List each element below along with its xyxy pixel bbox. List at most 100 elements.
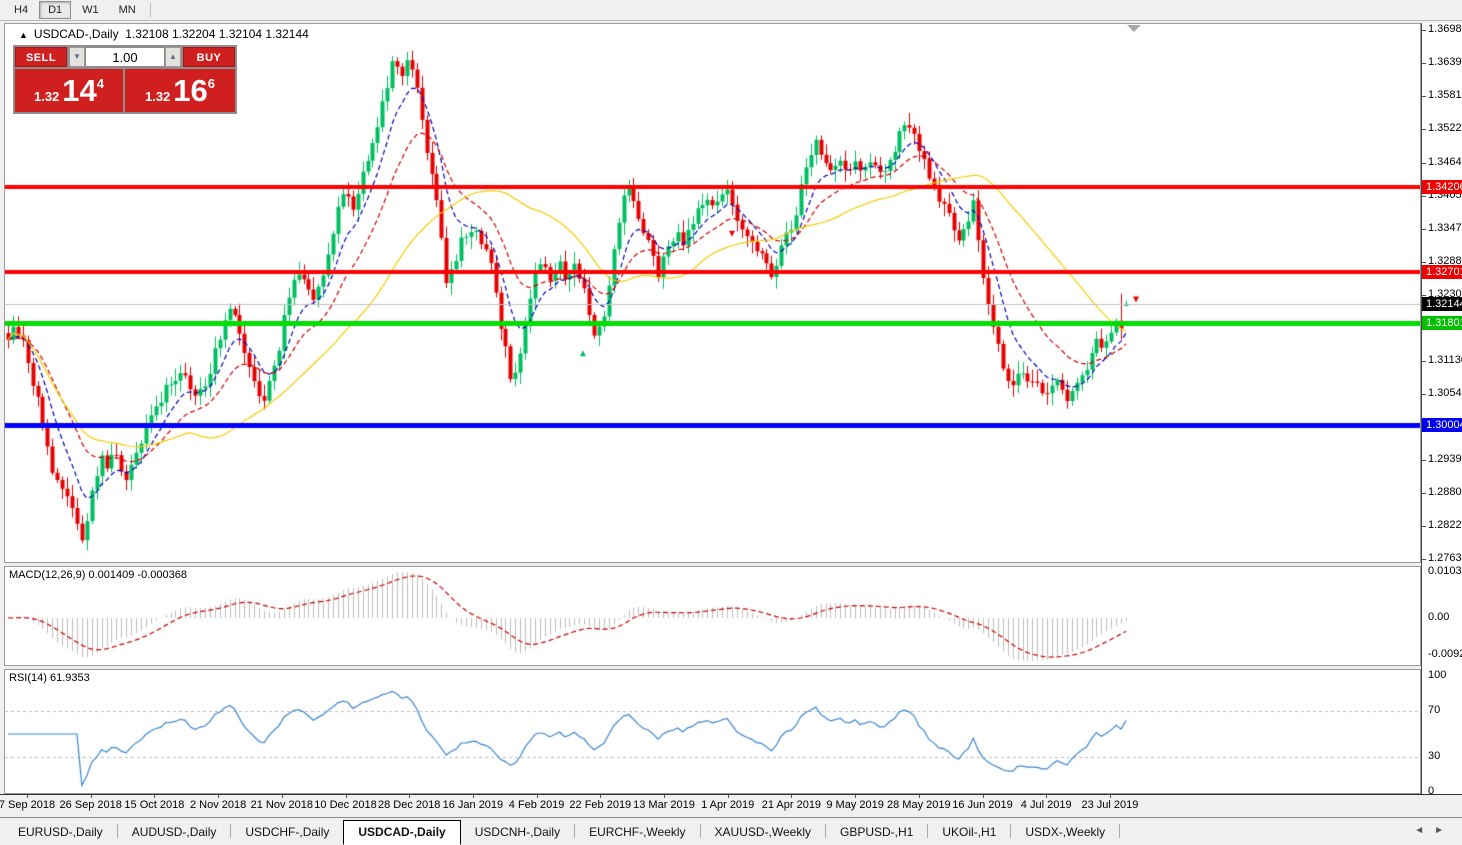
- buy-button[interactable]: BUY: [183, 47, 235, 67]
- date-tick: [982, 795, 984, 798]
- tab-eurchf[interactable]: EURCHF-,Weekly: [589, 825, 686, 839]
- tab-usdcad[interactable]: USDCAD-,Daily: [343, 820, 461, 845]
- date-label: 21 Nov 2018: [250, 799, 313, 811]
- buy-price-display[interactable]: 1.32 16 6: [125, 69, 235, 112]
- date-tick: [664, 795, 665, 798]
- timeframe-button-d1[interactable]: D1: [39, 1, 72, 19]
- volume-increase-button[interactable]: ▲: [165, 47, 181, 67]
- toolbar-divider: [149, 3, 151, 17]
- tab-scroll-arrows: ◄►: [1414, 825, 1454, 836]
- date-tick: [154, 795, 156, 798]
- date-label: 13 Mar 2019: [633, 799, 695, 811]
- sell-price-small: 1.32: [33, 89, 60, 104]
- rsi-canvas[interactable]: [5, 670, 1420, 793]
- date-tick: [791, 795, 793, 798]
- price-axis-tick: 1.36980: [1428, 23, 1462, 35]
- axis-tick-dash: [1422, 162, 1426, 164]
- date-tick: [281, 795, 283, 798]
- date-label: 16 Jan 2019: [442, 799, 504, 811]
- tab-scroll-right-icon[interactable]: ►: [1434, 825, 1454, 836]
- price-axis-tick: 1.35810: [1428, 89, 1462, 102]
- price-chart-panel: ▲ USDCAD-,Daily 1.32108 1.32204 1.32104 1…: [4, 23, 1421, 563]
- date-label: 23 Jul 2019: [1081, 799, 1139, 811]
- tab-divider: [230, 824, 232, 838]
- timeframe-toolbar: H4 D1 W1 MN: [0, 0, 1462, 21]
- timeframe-button-w1[interactable]: W1: [82, 4, 99, 16]
- volume-input[interactable]: [85, 47, 165, 67]
- tab-gbpusd[interactable]: GBPUSD-,H1: [840, 825, 914, 839]
- tab-eurusd[interactable]: EURUSD-,Daily: [18, 825, 103, 839]
- buy-price-big: 16: [173, 72, 208, 108]
- rsi-axis-tick: 70: [1428, 703, 1441, 716]
- tab-divider: [927, 824, 929, 838]
- symbol-label: USDCAD-,Daily: [33, 27, 119, 41]
- date-label: 28 Dec 2018: [377, 799, 441, 811]
- axis-separator: [0, 794, 1462, 795]
- date-label: 22 Feb 2019: [569, 799, 632, 811]
- axis-tick-dash: [1422, 261, 1426, 263]
- tab-usdx[interactable]: USDX-,Weekly: [1025, 825, 1106, 839]
- buy-price-sup: 6: [207, 76, 216, 91]
- date-tick: [472, 795, 474, 798]
- rsi-label: RSI(14) 61.9353: [9, 672, 90, 684]
- chevron-up-icon: ▲: [169, 52, 177, 61]
- price-chart-canvas[interactable]: [5, 24, 1420, 562]
- price-badge-130004: 1.30004: [1422, 418, 1462, 433]
- date-axis[interactable]: 7 Sep 2018 26 Sep 2018 15 Oct 2018 2 Nov 20…: [0, 795, 1421, 817]
- price-axis-tick: 1.31130: [1428, 354, 1462, 367]
- date-label: 2 Nov 2018: [189, 799, 247, 811]
- price-axis-tick: 1.36395: [1428, 56, 1462, 69]
- tab-xauusd[interactable]: XAUUSD-,Weekly: [714, 825, 811, 839]
- date-label: 15 Oct 2018: [124, 799, 185, 811]
- date-label: 10 Dec 2018: [314, 799, 377, 811]
- price-badge-132144: 1.32144: [1422, 296, 1462, 311]
- ohlc-values: 1.32108 1.32204 1.32104 1.32144: [125, 27, 309, 41]
- price-axis-tick: 1.29390: [1428, 452, 1462, 465]
- collapse-panel-icon[interactable]: ▲: [19, 30, 28, 40]
- axis-tick-dash: [1422, 559, 1426, 561]
- date-tick: [90, 795, 92, 798]
- chart-tab-bar: EURUSD-,Daily AUDUSD-,Daily USDCHF-,Daily U…: [0, 817, 1462, 845]
- axis-tick-dash: [1422, 129, 1426, 131]
- price-badge-132701: 1.32701: [1422, 265, 1462, 280]
- tab-audusd[interactable]: AUDUSD-,Daily: [131, 825, 217, 839]
- volume-decrease-button[interactable]: ▼: [69, 47, 85, 67]
- buy-price-small: 1.32: [144, 89, 171, 104]
- sell-price-sup: 4: [96, 76, 105, 91]
- price-axis-tick: 1.35225: [1428, 122, 1462, 135]
- sell-button[interactable]: SELL: [15, 47, 67, 67]
- date-tick: [409, 795, 411, 798]
- chart-shift-icon: [1127, 25, 1141, 32]
- price-axis-tick: 1.28805: [1428, 485, 1462, 498]
- axis-tick-dash: [1422, 228, 1426, 230]
- date-label: 1 Apr 2019: [701, 799, 755, 811]
- date-tick: [918, 795, 920, 798]
- date-label: 4 Jul 2019: [1020, 799, 1072, 811]
- tab-usdchf[interactable]: USDCHF-,Daily: [245, 825, 330, 839]
- tab-divider: [574, 824, 576, 838]
- tab-ukoil[interactable]: UKOil-,H1: [942, 825, 997, 839]
- date-tick: [27, 795, 28, 798]
- tab-scroll-left-icon[interactable]: ◄: [1414, 825, 1435, 836]
- price-axis-tick: 1.28220: [1428, 519, 1462, 532]
- date-label: 26 Sep 2018: [59, 799, 122, 811]
- macd-canvas[interactable]: [5, 567, 1420, 665]
- timeframe-button-mn[interactable]: MN: [118, 4, 136, 16]
- price-badge-131801: 1.31801: [1422, 316, 1462, 331]
- tab-divider: [825, 824, 826, 838]
- sell-price-display[interactable]: 1.32 14 4: [15, 69, 123, 112]
- date-label: 21 Apr 2019: [761, 799, 822, 811]
- price-axis[interactable]: 1.369801.363951.358101.352251.346401.340…: [1421, 23, 1462, 797]
- date-label: 16 Jun 2019: [952, 799, 1013, 811]
- sell-price-big: 14: [62, 72, 97, 108]
- chevron-down-icon: ▼: [73, 52, 81, 61]
- axis-tick-dash: [1422, 30, 1426, 31]
- tab-usdcnh[interactable]: USDCNH-,Daily: [474, 825, 561, 839]
- timeframe-button-h4[interactable]: H4: [14, 4, 29, 16]
- date-label: 9 May 2019: [826, 799, 884, 811]
- price-axis-tick: 1.30545: [1428, 387, 1462, 400]
- macd-axis-tick: 0.00: [1428, 611, 1450, 623]
- macd-axis-tick: 0.010311: [1428, 565, 1462, 577]
